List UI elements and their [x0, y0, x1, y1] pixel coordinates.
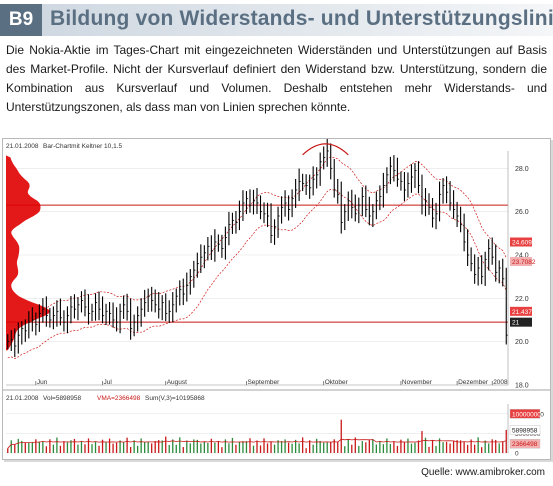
indicator-label: Bar-Chartmit Keltner 10,1.5	[43, 143, 123, 150]
price-tag	[510, 237, 532, 247]
y-tick-label: 28.0	[515, 166, 529, 173]
volume-tag-label: 10000000	[512, 411, 541, 418]
volume-tag	[509, 409, 541, 419]
top-arc	[302, 143, 349, 156]
price-labels: 24.6099 23.7082 21.4375 21	[510, 237, 536, 327]
section-title: Bildung von Widerstands- und Unterstützu…	[50, 7, 553, 30]
month-axis: Jun Jul August September Oktober November Deze…	[6, 379, 508, 386]
market-profile	[6, 155, 50, 351]
month-label: September	[247, 379, 280, 386]
month-label: August	[167, 379, 187, 386]
title-bar: Bildung von Widerstands- und Unterstützu…	[42, 4, 553, 36]
price-tag-label: 21	[512, 320, 520, 327]
y-tick-label: 20.0	[515, 339, 529, 346]
price-volume-chart: 21.01.2008 Bar-Chartmit Keltner 10,1.5 1…	[3, 138, 550, 459]
lower-band	[7, 188, 507, 359]
month-label: Jun	[37, 379, 48, 386]
price-tag	[510, 257, 532, 266]
volume-value-labels: 10000000 5898958 2366498	[509, 409, 541, 449]
month-label: 2008	[493, 379, 508, 386]
vma-stat-label: VMA=2366498	[97, 395, 141, 402]
month-label: Oktober	[325, 379, 349, 386]
upper-band	[7, 156, 507, 327]
sum-stat-label: Sum(V,3)=10195868	[145, 395, 205, 402]
source-credit: Quelle: www.amibroker.com	[421, 467, 545, 478]
volume-tag-label: 5898958	[512, 427, 538, 434]
y-tick-label: 24.0	[515, 253, 529, 260]
y-tick-label: 22.0	[515, 296, 529, 303]
price-date-label: 21.01.2008	[6, 143, 39, 150]
month-label: Dezember	[458, 379, 489, 386]
price-tag-label: 21.4375	[512, 309, 536, 316]
chart-frame: 21.01.2008 Bar-Chartmit Keltner 10,1.5 1…	[2, 138, 551, 460]
volume-tag	[509, 425, 541, 435]
price-tag-label: 24.6099	[512, 240, 536, 247]
price-tag-label: 23.7082	[512, 259, 536, 266]
volume-tag-label: 2366498	[512, 441, 538, 448]
volume-stat-label: Vol=5898958	[43, 395, 82, 402]
y-tick-label: 26.0	[515, 209, 529, 216]
price-bars	[7, 138, 508, 358]
description-text: Die Nokia-Aktie im Tages-Chart mit einge…	[6, 43, 547, 114]
month-label: Jul	[104, 379, 113, 386]
price-y-axis: 18.0 20.0 22.0 24.0 26.0 28.0	[507, 151, 529, 390]
volume-tick-label: 0	[515, 451, 519, 458]
price-tag	[510, 317, 532, 327]
month-label: November	[402, 379, 433, 386]
chart-background	[3, 139, 550, 459]
price-tag	[510, 306, 532, 316]
volume-date-label: 21.01.2008	[6, 395, 39, 402]
profile-area	[6, 155, 50, 351]
y-tick-label: 18.0	[515, 383, 529, 390]
section-badge: B9	[0, 4, 42, 36]
keltner-bands	[7, 156, 507, 359]
section-header: B9 Bildung von Widerstands- und Unterstü…	[0, 4, 553, 36]
volume-moving-average	[7, 438, 507, 449]
volume-tag	[509, 439, 541, 449]
